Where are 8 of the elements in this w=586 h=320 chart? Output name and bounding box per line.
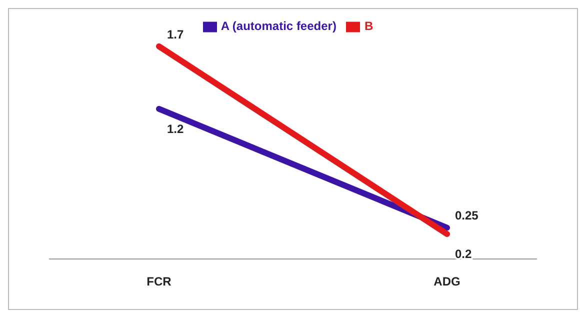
data-label: 1.7 <box>167 27 184 42</box>
data-label: 0.25 <box>455 208 479 223</box>
x-tick-label: FCR <box>146 274 172 289</box>
legend-label: A (automatic feeder) <box>220 19 336 33</box>
x-tick-label: ADG <box>434 274 460 289</box>
data-label: 1.2 <box>167 122 184 136</box>
data-label: 0.2 <box>455 246 472 261</box>
legend-label: B <box>364 19 374 33</box>
